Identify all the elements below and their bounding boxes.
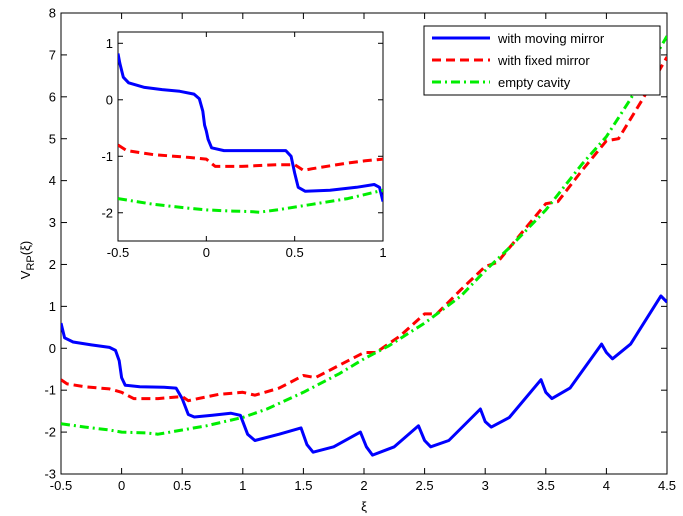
y-tick-label: 7 [49,47,56,62]
y-tick-label: -3 [44,467,56,482]
legend-label-2: empty cavity [498,75,571,90]
x-tick-label: 2 [360,478,367,493]
series-line-2 [118,188,383,214]
x-tick-label: 0 [118,478,125,493]
series-line-1 [118,143,383,172]
x-tick-label: 0.5 [286,245,304,260]
y-axis-label-arg: (ξ) [18,241,33,255]
x-tick-label: 1.5 [294,478,312,493]
y-tick-label: 0 [49,341,56,356]
y-tick-label: -2 [101,205,113,220]
series-line-1 [61,56,667,403]
x-tick-label: 3.5 [537,478,555,493]
y-tick-label: 1 [49,299,56,314]
y-tick-label: -1 [44,383,56,398]
x-tick-label: 0.5 [173,478,191,493]
legend: with moving mirror with fixed mirror empty… [423,25,661,96]
plot-frame [117,31,384,242]
y-tick-label: 3 [49,215,56,230]
y-tick-label: 1 [106,36,113,51]
x-tick-label: 3 [482,478,489,493]
series-line-0 [61,294,667,457]
x-axis-label: ξ [361,499,367,514]
y-tick-label: 4 [49,173,56,188]
x-tick-label: 1 [379,245,386,260]
legend-label-0: with moving mirror [497,31,605,46]
y-tick-label: 5 [49,131,56,146]
y-tick-label: 2 [49,257,56,272]
legend-label-1: with fixed mirror [497,53,590,68]
x-tick-label: -0.5 [107,245,129,260]
y-axis-label: VRP(ξ) [18,241,37,279]
x-tick-label: 4 [603,478,610,493]
y-tick-label: 8 [49,6,56,21]
y-tick-label: -2 [44,425,56,440]
x-tick-label: -0.5 [50,478,72,493]
series-line-2 [61,35,667,436]
y-tick-label: -1 [101,149,113,164]
y-axis-label-main: V [18,270,33,279]
y-axis-label-sub: RP [25,255,37,270]
x-tick-label: 0 [203,245,210,260]
x-tick-label: 1 [239,478,246,493]
y-tick-label: 6 [49,89,56,104]
y-tick-label: 0 [106,92,113,107]
x-tick-label: 4.5 [658,478,676,493]
series-line-0 [118,53,383,202]
inset-plot: -0.5 0 0.5 1 1 0 -1 -2 [101,31,387,260]
x-tick-label: 2.5 [416,478,434,493]
